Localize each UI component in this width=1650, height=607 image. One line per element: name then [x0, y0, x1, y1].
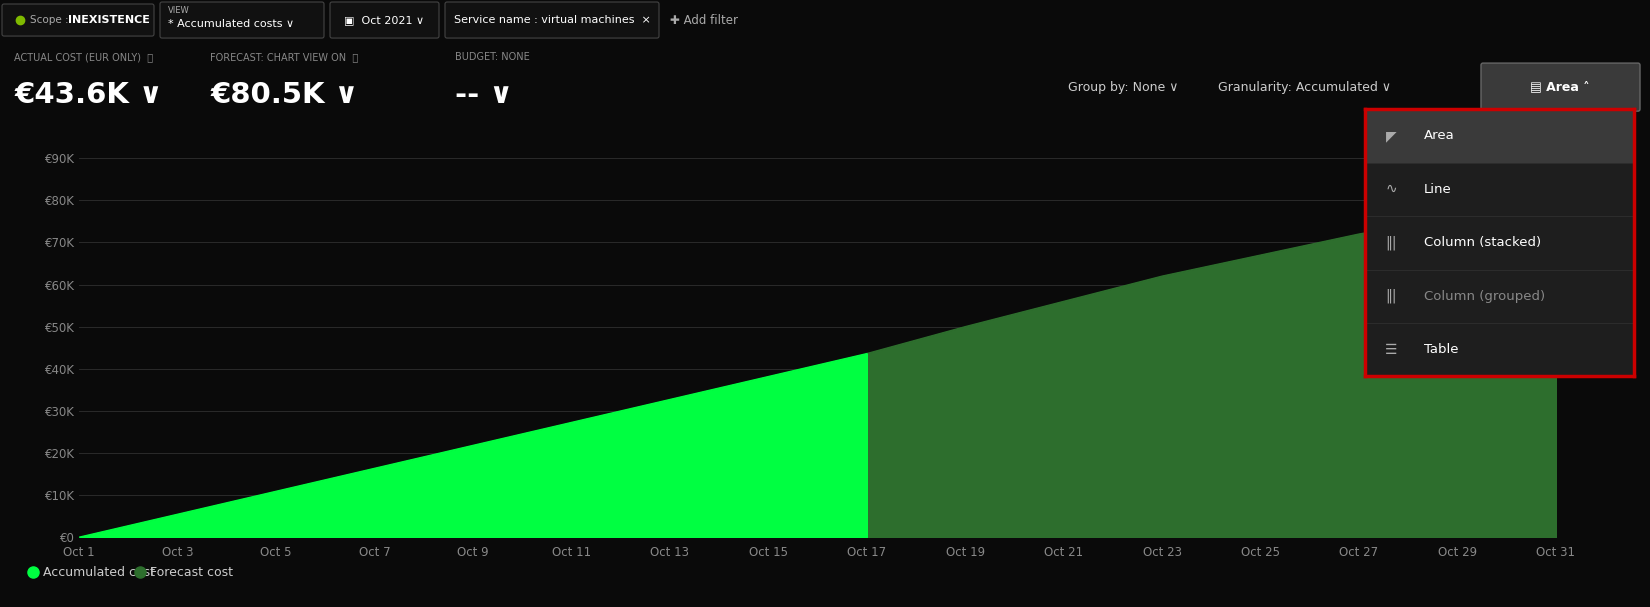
Text: INEXISTENCE: INEXISTENCE	[68, 15, 150, 25]
Text: Accumulated cost: Accumulated cost	[43, 566, 155, 578]
Text: Service name : virtual machines  ×: Service name : virtual machines ×	[454, 15, 650, 25]
Text: BUDGET: NONE: BUDGET: NONE	[455, 52, 530, 62]
Bar	[1365, 163, 1634, 216]
Text: ∿: ∿	[1386, 182, 1398, 197]
Text: ◤: ◤	[1386, 129, 1398, 143]
Text: €43.6K ∨: €43.6K ∨	[13, 81, 163, 109]
FancyBboxPatch shape	[160, 2, 323, 38]
Text: Table: Table	[1424, 343, 1459, 356]
Text: ACTUAL COST (EUR ONLY)  ⓘ: ACTUAL COST (EUR ONLY) ⓘ	[13, 52, 153, 62]
Text: ✚ Add filter: ✚ Add filter	[670, 13, 738, 27]
Text: €80.5K ∨: €80.5K ∨	[210, 81, 358, 109]
Text: Scope :: Scope :	[30, 15, 69, 25]
Text: * Accumulated costs ∨: * Accumulated costs ∨	[168, 19, 294, 29]
Text: Column (grouped): Column (grouped)	[1424, 290, 1544, 303]
FancyBboxPatch shape	[330, 2, 439, 38]
Bar	[1365, 270, 1634, 323]
Text: ‖|: ‖|	[1386, 289, 1398, 304]
Text: FORECAST: CHART VIEW ON  ⓘ: FORECAST: CHART VIEW ON ⓘ	[210, 52, 358, 62]
Text: Granularity: Accumulated ∨: Granularity: Accumulated ∨	[1218, 81, 1391, 93]
Text: ☰: ☰	[1386, 342, 1398, 357]
Text: ▣  Oct 2021 ∨: ▣ Oct 2021 ∨	[343, 15, 424, 25]
Text: ▤ Area ˄: ▤ Area ˄	[1530, 81, 1589, 93]
Text: Column (stacked): Column (stacked)	[1424, 236, 1541, 249]
Text: ‖|: ‖|	[1386, 236, 1398, 250]
Bar	[1365, 323, 1634, 376]
Text: Forecast cost: Forecast cost	[150, 566, 233, 578]
Text: VIEW: VIEW	[168, 5, 190, 15]
Text: Group by: None ∨: Group by: None ∨	[1068, 81, 1178, 93]
Text: Area: Area	[1424, 129, 1454, 143]
Bar	[1365, 109, 1634, 163]
Text: Line: Line	[1424, 183, 1452, 196]
Bar	[1365, 216, 1634, 270]
FancyBboxPatch shape	[2, 4, 153, 36]
FancyBboxPatch shape	[446, 2, 658, 38]
FancyBboxPatch shape	[1482, 63, 1640, 111]
Text: -- ∨: -- ∨	[455, 81, 513, 109]
